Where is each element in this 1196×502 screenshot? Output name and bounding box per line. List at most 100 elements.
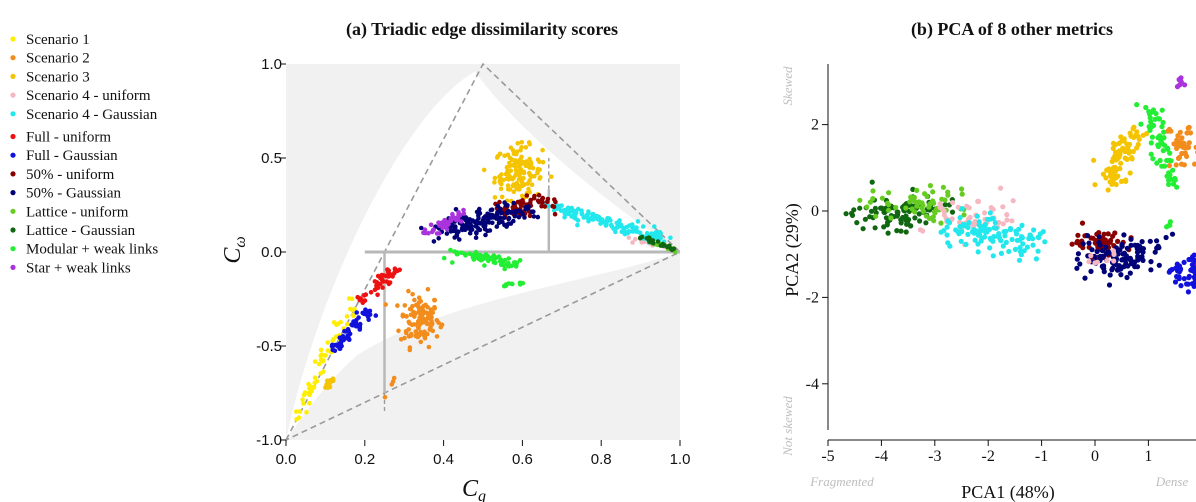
legend-marker [10,208,16,214]
data-point [1124,274,1130,281]
data-point [1169,231,1176,237]
legend-item: Full - uniform [10,130,111,146]
x-tick-label: -1 [1035,448,1048,465]
data-point [653,231,658,237]
data-point [1074,256,1080,262]
data-point [591,217,596,222]
data-point [979,235,985,241]
data-point [1177,267,1183,273]
data-point [1187,130,1194,136]
x-tick-label: 0.0 [276,451,297,468]
data-point [914,187,920,193]
data-point [1107,172,1114,178]
legend-item: Scenario 1 [10,32,90,48]
data-point [1017,245,1023,251]
data-point [330,347,336,353]
data-point [517,280,523,286]
data-point [664,244,670,250]
data-point [894,228,900,234]
data-point [1004,217,1010,223]
data-point [553,199,558,205]
data-point [492,195,498,200]
data-point [459,250,465,255]
data-point [527,178,532,183]
data-point [474,209,480,215]
data-point [1020,241,1026,247]
data-point [439,322,445,328]
data-point [512,161,517,167]
data-point [1144,131,1150,137]
data-point [987,235,993,241]
x-tick-label: -5 [821,448,834,465]
data-point [355,294,361,300]
data-point [1134,249,1141,255]
data-point [491,257,497,263]
data-point [1122,155,1128,161]
data-point [318,347,324,353]
data-point [1176,276,1182,282]
data-point [873,213,879,219]
legend-label: Scenario 2 [26,51,90,67]
data-point [513,210,518,216]
data-point [957,215,963,221]
data-point [483,252,489,257]
data-point [549,174,554,179]
data-point [509,157,515,162]
data-point [1149,134,1155,140]
data-point [1166,126,1172,132]
data-point [1124,245,1130,251]
data-point [1006,248,1012,255]
data-point [1003,239,1009,245]
data-point [407,321,412,326]
data-point [888,215,894,221]
data-point [1182,82,1188,88]
legend-label: Lattice - Gaussian [26,223,136,239]
data-point [987,245,993,251]
data-point [633,236,638,242]
data-point [1110,248,1116,254]
data-point [432,297,437,303]
data-point [1099,248,1105,254]
data-point [1074,265,1080,271]
data-point [502,283,507,289]
x-tick-label: -3 [928,448,941,465]
data-point [540,159,546,165]
data-point [461,207,466,213]
data-point [482,263,487,268]
data-point [1179,135,1185,141]
data-point [1186,140,1192,146]
svg-text:Cg: Cg [462,476,486,502]
data-point [1069,241,1075,247]
data-point [306,381,311,387]
data-point [1119,138,1125,144]
data-point [410,291,415,297]
data-point [1175,143,1181,149]
data-point [458,219,464,224]
data-point [344,314,350,319]
data-point [530,165,536,171]
data-point [395,303,400,308]
data-point [1079,220,1086,226]
data-point [1185,289,1191,295]
data-point [506,281,512,286]
data-point [1129,156,1135,162]
data-point [959,186,965,192]
data-point [454,229,460,234]
data-point [515,141,521,146]
data-point [506,176,512,182]
data-point [1115,238,1121,244]
data-point [1161,135,1167,141]
data-point [868,208,875,214]
data-point [467,251,472,256]
data-point [511,175,516,181]
data-point [1138,121,1144,127]
data-point [879,195,886,201]
data-point [450,228,456,234]
data-point [1166,269,1172,275]
legend-item: Scenario 4 - Gaussian [10,107,158,123]
data-point [927,183,934,189]
data-point [1147,238,1153,244]
data-point [1035,248,1041,254]
data-point [617,218,622,223]
data-point [945,189,951,195]
